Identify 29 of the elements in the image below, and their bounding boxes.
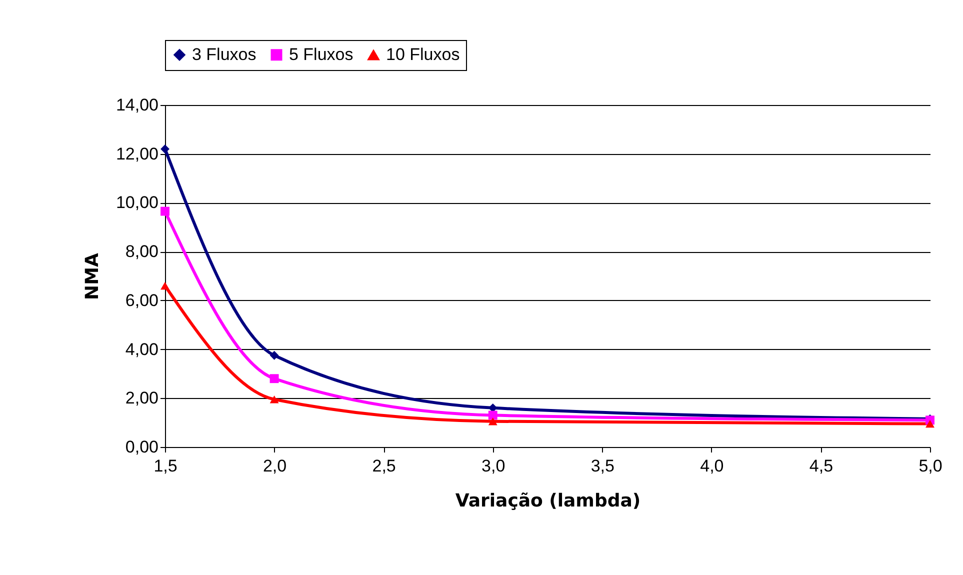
point bbox=[270, 374, 279, 384]
y-tick-label: 12,00 bbox=[116, 144, 158, 164]
point bbox=[488, 410, 498, 420]
y-tick-label: 6,00 bbox=[125, 290, 158, 310]
x-tick-label: 5,0 bbox=[918, 456, 942, 476]
legend-label: 10 Fluxos bbox=[386, 45, 460, 64]
legend-label: 5 Fluxos bbox=[289, 44, 354, 64]
x-axis-title: Variação (lambda) bbox=[455, 490, 641, 512]
point bbox=[270, 395, 279, 404]
y-axis-title: NMA bbox=[82, 252, 103, 300]
x-tick-label: 3,0 bbox=[482, 456, 506, 476]
y-tick-label: 0,00 bbox=[125, 438, 158, 456]
y-tick-label: 2,00 bbox=[125, 388, 158, 408]
x-tick-label: 2,0 bbox=[262, 456, 287, 476]
x-tick-label: 4,0 bbox=[700, 456, 724, 476]
point bbox=[488, 417, 498, 426]
y-tick-label: 4,00 bbox=[125, 340, 158, 359]
x-tick-label: 2,5 bbox=[372, 456, 396, 476]
y-tick-label: 10,00 bbox=[116, 193, 158, 212]
point bbox=[270, 350, 279, 360]
x-tick-label: 4,5 bbox=[809, 456, 834, 476]
y-tick-label: 8,00 bbox=[125, 242, 158, 262]
point bbox=[160, 282, 170, 290]
y-tick-label: 14,00 bbox=[116, 96, 158, 114]
x-tick-label: 1,5 bbox=[154, 456, 178, 476]
point bbox=[160, 206, 170, 216]
x-tick-label: 3,5 bbox=[590, 456, 614, 476]
legend-label: 3 Fluxos bbox=[192, 44, 256, 64]
point bbox=[926, 420, 934, 428]
